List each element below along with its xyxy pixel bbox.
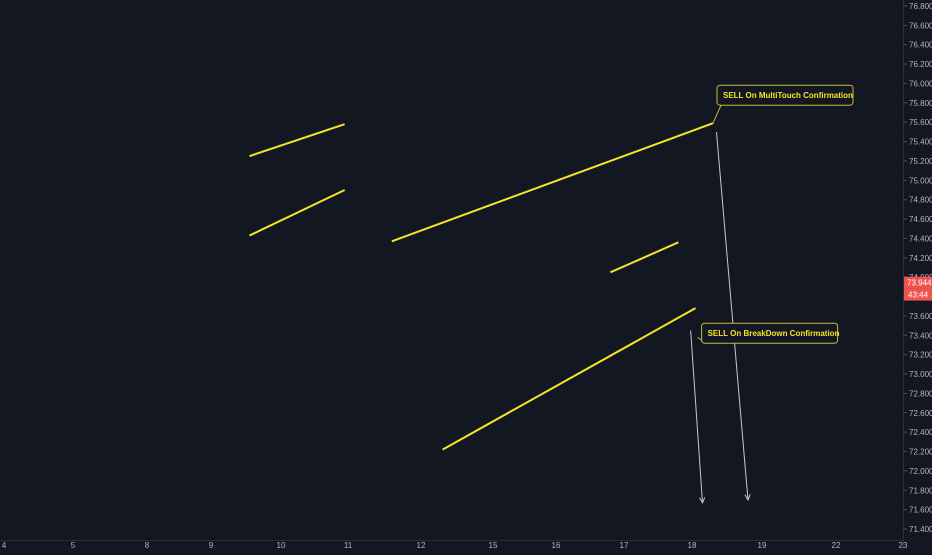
drawings-layer[interactable] [249, 122, 751, 504]
price-tick-label: 74.200 [909, 254, 932, 263]
price-tick-label: 73.200 [909, 351, 932, 360]
price-tick-label: 76.400 [909, 41, 932, 50]
price-tick-label: 72.000 [909, 467, 932, 476]
time-tick-label: 11 [344, 541, 353, 550]
price-tick-label: 76.000 [909, 79, 932, 88]
sell-breakdown-label-box[interactable] [701, 322, 839, 344]
last-price-tag [904, 276, 932, 289]
price-tick-label: 71.400 [909, 525, 932, 534]
callout-pointer [712, 104, 722, 124]
time-tick-label: 5 [71, 541, 76, 550]
price-tick-label: 76.600 [909, 21, 932, 30]
price-tick-label: 73.600 [909, 312, 932, 321]
countdown-label: 43:44 [908, 291, 929, 300]
time-tick-label: 23 [899, 541, 908, 550]
trendline-flag-lower[interactable] [249, 189, 346, 237]
price-tick-label: 73.000 [909, 370, 932, 379]
time-tick-label: 22 [832, 541, 841, 550]
price-tick-label: 72.400 [909, 428, 932, 437]
countdown-tag [904, 288, 932, 301]
projection-arrowhead [744, 494, 751, 502]
time-tick-label: 8 [145, 541, 150, 550]
price-tick-label: 73.400 [909, 331, 932, 340]
price-tick-label: 72.200 [909, 448, 932, 457]
time-tick-label: 4 [2, 541, 7, 550]
price-tick-label: 76.200 [909, 60, 932, 69]
price-tick-label: 74.800 [909, 196, 932, 205]
last-price-label: 73.944 [907, 279, 932, 288]
time-tick-label: 10 [277, 541, 286, 550]
time-tick-label: 9 [209, 541, 214, 550]
sell-breakdown-label: SELL On BreakDown Confirmation [708, 329, 840, 338]
projection-arrowhead [699, 497, 706, 504]
trendline-flag-upper[interactable] [249, 123, 345, 158]
time-tick-label: 17 [620, 541, 629, 550]
projection-breakdown-drop[interactable] [690, 330, 703, 503]
price-tick-label: 75.600 [909, 118, 932, 127]
trendline-channel-lower[interactable] [442, 307, 696, 451]
price-tick-label: 75.800 [909, 99, 932, 108]
sell-multitouch-label-box[interactable] [716, 84, 854, 106]
price-tick-label: 71.600 [909, 506, 932, 515]
time-tick-label: 16 [552, 541, 561, 550]
time-axis[interactable]: 4 5 8 9 10 11 12 15 16 17 18 19 22 23 [0, 540, 908, 551]
time-tick-label: 19 [758, 541, 767, 550]
price-axis[interactable]: 76.800 76.600 76.400 76.200 76.000 75.800 75.6… [903, 0, 932, 550]
sell-multitouch-label: SELL On MultiTouch Confirmation [723, 91, 853, 100]
price-tick-label: 75.200 [909, 157, 932, 166]
price-tick-label: 72.600 [909, 409, 932, 418]
price-tick-label: 75.000 [909, 176, 932, 185]
price-tick-label: 76.800 [909, 2, 932, 11]
time-tick-label: 15 [489, 541, 498, 550]
time-tick-label: 12 [417, 541, 426, 550]
trendline-wedge-upper[interactable] [609, 241, 679, 274]
price-tick-label: 74.600 [909, 215, 932, 224]
trendline-channel-upper[interactable] [391, 122, 714, 243]
time-tick-label: 18 [688, 541, 697, 550]
projection-multitouch-drop[interactable] [716, 131, 749, 500]
annotations-layer[interactable]: SELL On MultiTouch Confirmation SELL On B… [697, 84, 854, 344]
price-tick-label: 74.400 [909, 234, 932, 243]
price-tick-label: 75.400 [909, 138, 932, 147]
price-tick-label: 72.800 [909, 389, 932, 398]
price-tick-label: 71.800 [909, 486, 932, 495]
